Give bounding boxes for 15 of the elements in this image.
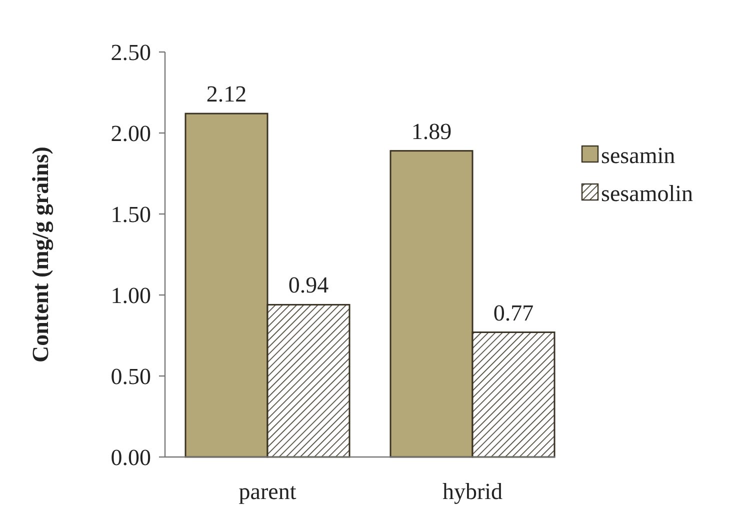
y-tick-label: 1.00 bbox=[110, 283, 151, 308]
y-tick-label: 2.00 bbox=[110, 121, 151, 146]
legend-label: sesamin bbox=[601, 143, 676, 168]
y-axis-title: Content (mg/g grains) bbox=[28, 146, 54, 362]
data-label: 0.94 bbox=[288, 272, 330, 298]
legend-label: sesamolin bbox=[601, 181, 694, 206]
y-tick-label: 0.00 bbox=[110, 445, 151, 470]
y-tick-label: 1.50 bbox=[110, 202, 151, 228]
x-tick-label: parent bbox=[238, 479, 297, 504]
data-label: 2.12 bbox=[206, 82, 247, 107]
x-tick-label: hybrid bbox=[442, 479, 504, 504]
y-tick-label: 2.50 bbox=[110, 40, 151, 66]
y-tick-label: 0.50 bbox=[110, 364, 151, 390]
data-label: 1.89 bbox=[411, 118, 452, 144]
data-label: 0.77 bbox=[493, 300, 534, 326]
